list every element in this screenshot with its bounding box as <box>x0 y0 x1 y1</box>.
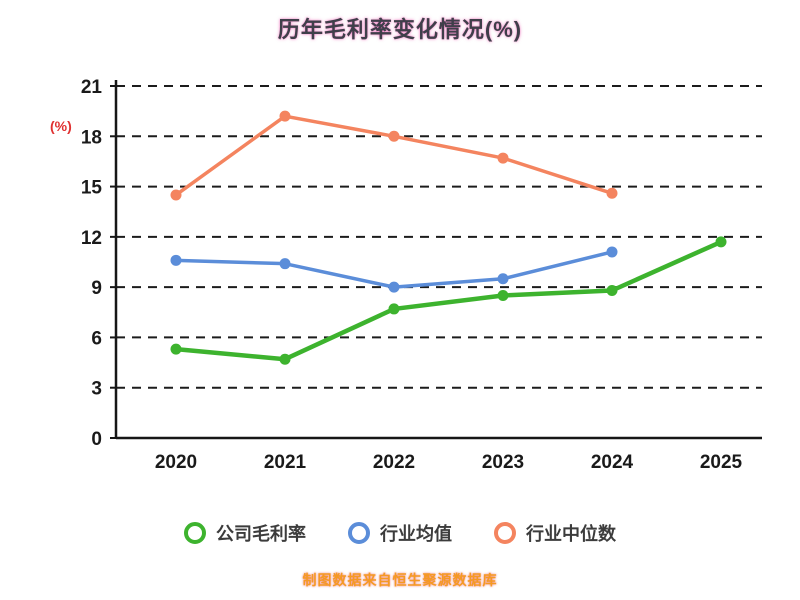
data-point <box>388 281 400 293</box>
y-tick-label: 12 <box>81 228 102 249</box>
axes <box>114 80 762 440</box>
data-point <box>388 130 400 142</box>
data-point <box>279 353 291 365</box>
x-tick-label: 2022 <box>373 452 415 473</box>
series-markers-1 <box>170 246 618 293</box>
series-line-2 <box>174 114 614 197</box>
legend-label: 行业中位数 <box>526 524 616 544</box>
y-tick-label: 0 <box>91 429 102 450</box>
legend-marker-icon <box>184 522 206 544</box>
y-tick-label: 18 <box>81 127 102 148</box>
x-tick-labels: 2020 2021 2022 2023 2024 2025 <box>155 452 743 473</box>
x-tick-label: 2025 <box>700 452 743 473</box>
y-axis-label: (%) <box>50 118 72 134</box>
x-tick-label: 2021 <box>264 452 307 473</box>
y-tick-label: 15 <box>81 178 103 199</box>
data-point <box>170 254 182 266</box>
legend-marker-icon <box>348 522 370 544</box>
data-point <box>606 246 618 258</box>
legend-item-0: 公司毛利率 <box>184 520 306 546</box>
y-tick-label: 21 <box>81 77 103 98</box>
data-point <box>715 236 727 248</box>
source-note: 制图数据来自恒生聚源数据库 <box>302 572 498 588</box>
data-point <box>497 290 509 302</box>
data-point <box>606 187 618 199</box>
series-line-0 <box>173 239 724 362</box>
data-point <box>279 258 291 270</box>
series-markers-0 <box>170 236 727 365</box>
legend: 公司毛利率 行业均值 行业中位数 <box>0 520 800 546</box>
x-tick-label: 2020 <box>155 452 197 473</box>
data-point <box>170 189 182 201</box>
chart-title: 历年毛利率变化情况(%) <box>277 17 523 42</box>
y-tick-labels: 0 3 6 9 12 15 18 21 <box>81 77 116 450</box>
data-point <box>606 284 618 296</box>
series-markers-2 <box>170 110 618 201</box>
legend-label: 行业均值 <box>380 524 452 544</box>
legend-label: 公司毛利率 <box>216 524 306 544</box>
data-point <box>279 110 291 122</box>
data-point <box>497 152 509 164</box>
legend-item-2: 行业中位数 <box>494 520 616 546</box>
data-point <box>170 343 182 355</box>
x-tick-label: 2024 <box>591 452 634 473</box>
data-point <box>388 303 400 315</box>
x-tick-label: 2023 <box>482 452 524 473</box>
y-tick-label: 6 <box>91 328 102 349</box>
legend-item-1: 行业均值 <box>348 520 452 546</box>
y-tick-label: 9 <box>91 278 102 299</box>
data-point <box>497 273 509 285</box>
y-tick-label: 3 <box>91 379 102 400</box>
legend-marker-icon <box>494 522 516 544</box>
gridlines <box>116 85 762 389</box>
